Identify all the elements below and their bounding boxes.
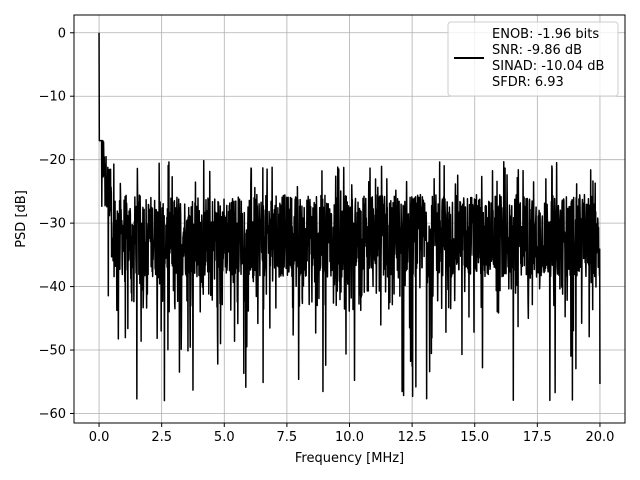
psd-series-line (98, 32, 601, 402)
legend-text-sfdr: SFDR: 6.93 (492, 75, 564, 90)
x-tick-label: 12.5 (398, 430, 427, 445)
y-tick-label: −20 (39, 153, 66, 168)
series-layer (98, 32, 601, 402)
legend-text-sinad: SINAD: -10.04 dB (492, 59, 604, 74)
x-tick-label: 7.5 (277, 430, 298, 445)
x-axis-label: Frequency [MHz] (295, 451, 404, 466)
x-tick-label: 5.0 (214, 430, 235, 445)
y-tick-label: −40 (39, 280, 66, 295)
legend-text-snr: SNR: -9.86 dB (492, 43, 582, 58)
y-tick-label: −10 (39, 90, 66, 105)
x-tick-label: 20.0 (585, 430, 614, 445)
legend-text-enob: ENOB: -1.96 bits (492, 27, 599, 42)
x-tick-label: 10.0 (335, 430, 364, 445)
x-tick-label: 17.5 (523, 430, 552, 445)
y-tick-label: −50 (39, 344, 66, 359)
x-tick-label: 15.0 (460, 430, 489, 445)
y-tick-label: 0 (58, 26, 66, 41)
y-tick-label: −60 (39, 407, 66, 422)
x-axis: 0.0 2.5 5.0 7.5 10.0 12.5 15.0 17.5 20.0 (89, 423, 614, 445)
y-tick-label: −30 (39, 217, 66, 232)
legend: ENOB: -1.96 bits SNR: -9.86 dB SINAD: -1… (447, 21, 619, 97)
x-tick-label: 0.0 (89, 430, 110, 445)
legend-box (447, 21, 619, 97)
x-tick-label: 2.5 (151, 430, 172, 445)
y-axis-label: PSD [dB] (14, 190, 29, 248)
y-axis: 0 −10 −20 −30 −40 −50 −60 (39, 26, 74, 422)
